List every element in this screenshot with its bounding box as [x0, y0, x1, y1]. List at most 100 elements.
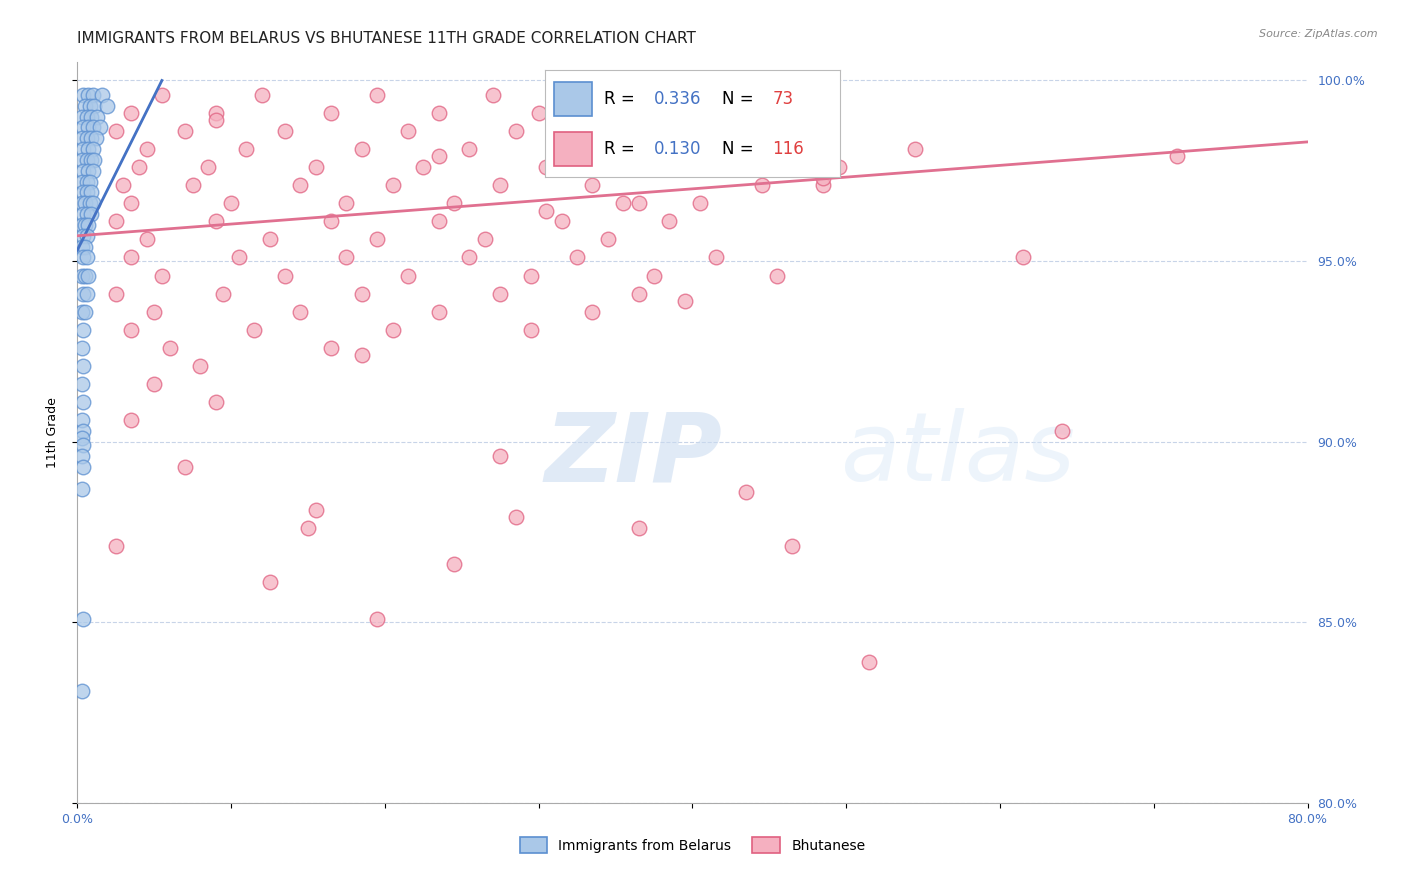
Point [143, 304, 166, 318]
Point [305, 503, 328, 517]
Point [335, 196, 357, 211]
Point [150, 268, 173, 283]
Point [259, 232, 281, 246]
Point [73, 268, 96, 283]
Point [79, 175, 101, 189]
Point [427, 304, 450, 318]
Point [228, 251, 250, 265]
Point [243, 323, 266, 337]
Point [458, 251, 481, 265]
Point [77, 87, 100, 102]
Point [811, 178, 834, 193]
Point [204, 113, 226, 128]
Point [128, 160, 150, 174]
Point [77, 218, 100, 232]
Point [70, 413, 93, 427]
Point [643, 160, 665, 174]
Point [290, 304, 312, 318]
Point [174, 459, 197, 474]
Point [565, 251, 588, 265]
Point [720, 142, 742, 156]
Point [636, 106, 658, 120]
Point [80, 207, 103, 221]
Y-axis label: 11th Grade: 11th Grade [46, 397, 59, 468]
Point [72, 251, 94, 265]
Point [72, 207, 94, 221]
Point [72, 612, 94, 626]
Point [782, 142, 804, 156]
Point [120, 413, 142, 427]
Point [104, 540, 127, 554]
Point [120, 323, 142, 337]
Point [520, 323, 543, 337]
Point [72, 424, 94, 438]
Point [82, 87, 104, 102]
Point [70, 131, 93, 145]
Point [72, 438, 94, 452]
Point [290, 178, 312, 193]
Point [76, 251, 98, 265]
Point [427, 149, 450, 163]
Point [673, 293, 696, 308]
Point [489, 286, 512, 301]
Point [1012, 251, 1035, 265]
Point [181, 178, 204, 193]
Point [305, 160, 328, 174]
Point [104, 286, 127, 301]
Point [72, 459, 94, 474]
Point [82, 163, 104, 178]
Point [366, 87, 388, 102]
Point [396, 124, 419, 138]
Point [204, 395, 226, 409]
Point [72, 142, 94, 156]
Point [350, 286, 373, 301]
Point [396, 268, 419, 283]
Point [443, 558, 465, 572]
Point [505, 124, 527, 138]
Point [72, 228, 94, 243]
Point [120, 196, 142, 211]
Point [89, 120, 111, 135]
Point [366, 612, 388, 626]
Point [627, 521, 650, 535]
Point [458, 142, 481, 156]
Point [104, 124, 127, 138]
Point [551, 214, 574, 228]
Point [73, 196, 96, 211]
Point [319, 106, 342, 120]
Point [90, 87, 114, 102]
Point [135, 142, 157, 156]
Point [658, 214, 681, 228]
Point [70, 341, 93, 355]
Point [72, 359, 94, 373]
Point [335, 251, 357, 265]
Point [235, 142, 257, 156]
Point [536, 160, 558, 174]
Point [735, 485, 758, 500]
Point [474, 232, 496, 246]
Point [520, 268, 543, 283]
Point [505, 510, 527, 524]
Point [427, 106, 450, 120]
Point [112, 178, 135, 193]
Point [174, 124, 197, 138]
Point [197, 160, 219, 174]
Point [82, 120, 104, 135]
Point [1050, 424, 1073, 438]
Point [135, 232, 157, 246]
Point [80, 110, 103, 124]
Point [565, 142, 588, 156]
Point [76, 186, 98, 200]
Point [704, 251, 727, 265]
Point [80, 131, 103, 145]
Point [70, 268, 93, 283]
Point [77, 120, 100, 135]
Point [596, 124, 619, 138]
Point [82, 142, 104, 156]
Point [72, 323, 94, 337]
Point [381, 178, 404, 193]
Point [536, 203, 558, 218]
Point [381, 323, 404, 337]
Point [79, 196, 101, 211]
Point [274, 124, 297, 138]
